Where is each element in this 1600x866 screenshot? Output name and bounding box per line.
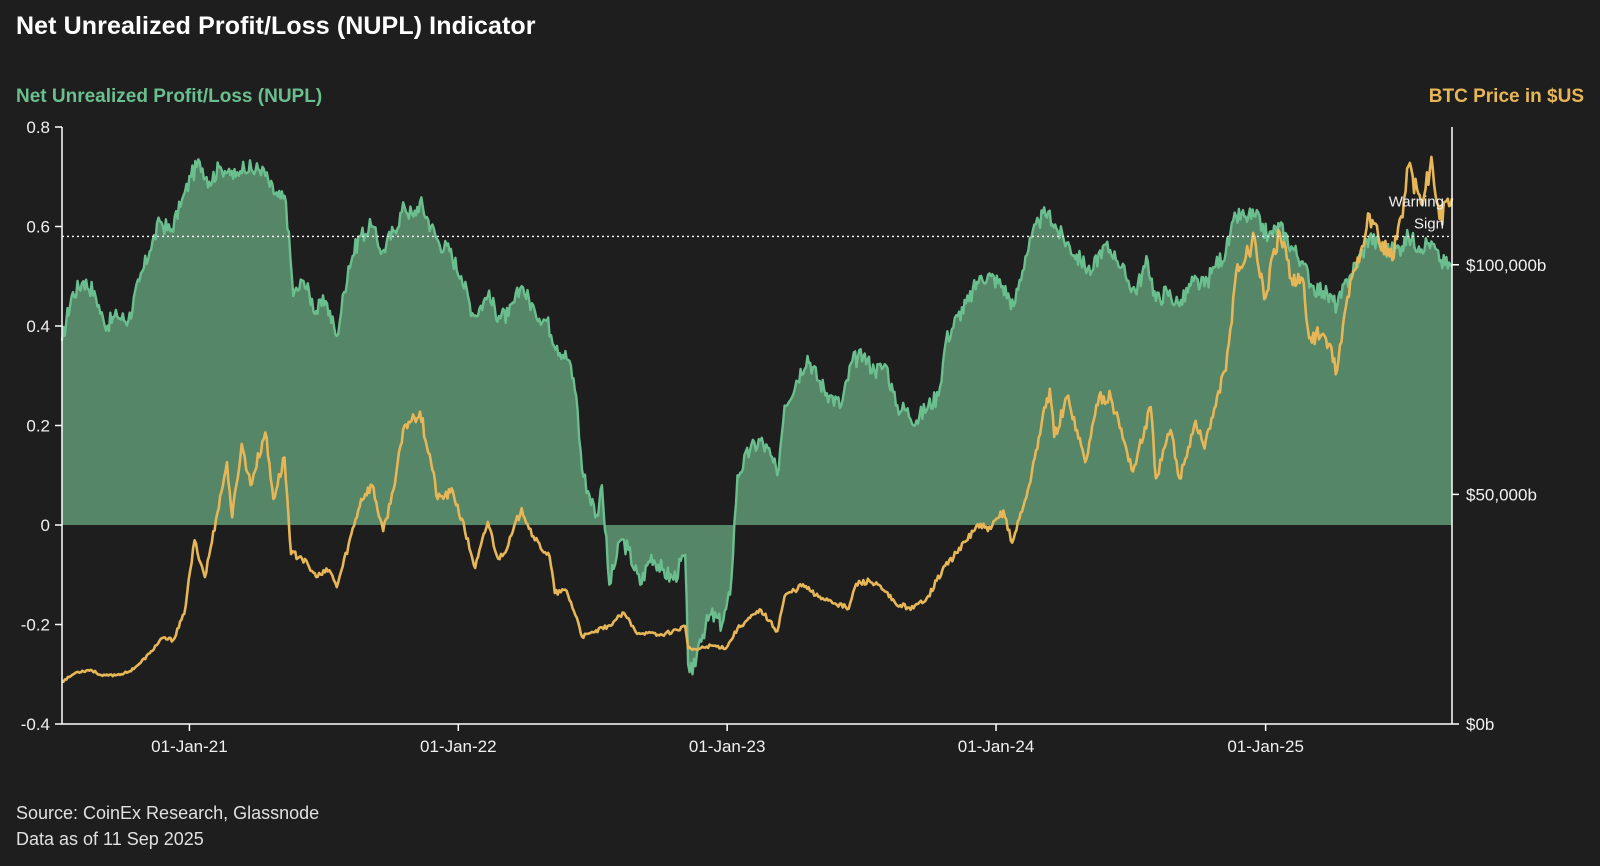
nupl-area-layer (62, 159, 1452, 675)
left-axis-title: Net Unrealized Profit/Loss (NUPL) (16, 86, 323, 107)
x-tick-label: 01-Jan-22 (420, 737, 497, 756)
nupl-area-fill (62, 159, 1452, 675)
right-y-tick-label: $0b (1466, 715, 1494, 734)
nupl-series-line (60, 158, 1453, 676)
series-lines-layer (60, 155, 1454, 684)
left-y-tick-label: 0.2 (26, 417, 50, 436)
x-tick-label: 01-Jan-25 (1227, 737, 1304, 756)
left-y-tick-label: -0.2 (21, 616, 50, 635)
warning-sign-label: Warning Sign (1389, 193, 1444, 232)
right-axis-title: BTC Price in $US (1428, 86, 1584, 107)
warning-sign-label-line: Warning (1389, 193, 1444, 210)
date-note: Data as of 11 Sep 2025 (16, 829, 204, 849)
axes-layer: 0.8 0.6 0.4 0.2 0 -0.2 -0.4 $100,000b $50,000b $0… (21, 118, 1547, 756)
btc-price-series-line (61, 155, 1454, 684)
warning-reference-layer: Warning Sign (62, 193, 1452, 238)
left-y-tick-label: 0.8 (26, 118, 50, 137)
left-y-tick-label: 0.6 (26, 218, 50, 237)
x-tick-label: 01-Jan-23 (689, 737, 766, 756)
chart-title: Net Unrealized Profit/Loss (NUPL) Indica… (16, 12, 536, 40)
right-y-tick-label: $50,000b (1466, 485, 1537, 504)
x-tick-label: 01-Jan-24 (958, 737, 1035, 756)
source-note: Source: CoinEx Research, Glassnode (16, 803, 320, 823)
x-tick-label: 01-Jan-21 (151, 737, 228, 756)
left-y-tick-label: -0.4 (21, 715, 50, 734)
chart-footer: Source: CoinEx Research, Glassnode Data … (16, 800, 319, 852)
right-y-tick-label: $100,000b (1466, 256, 1546, 275)
left-y-tick-label: 0.4 (26, 317, 50, 336)
left-y-tick-label: 0 (41, 516, 50, 535)
warning-sign-label-line: Sign (1414, 215, 1444, 232)
